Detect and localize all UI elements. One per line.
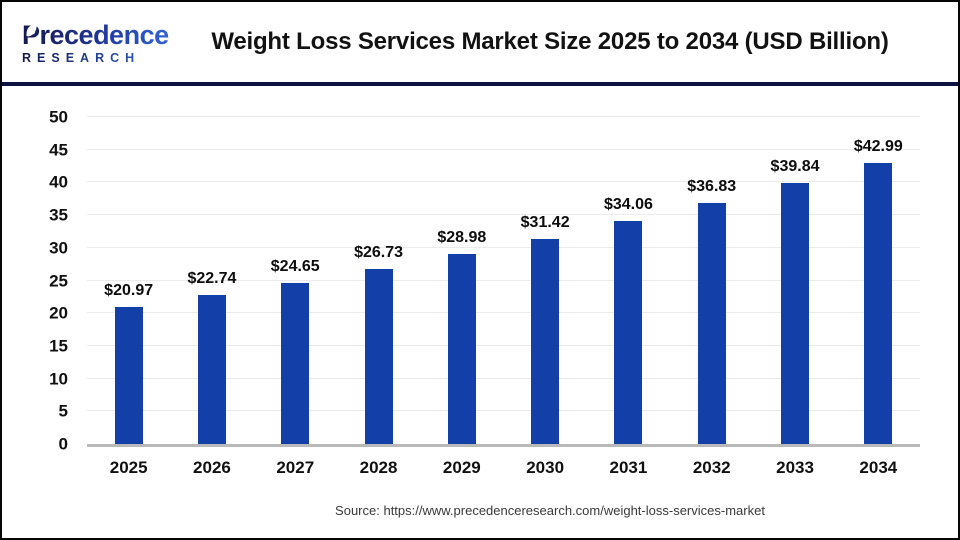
gridline: [87, 377, 920, 379]
bar-column: $26.73: [337, 117, 420, 444]
bar-column: $34.06: [587, 117, 670, 444]
bar-column: $36.83: [670, 117, 753, 444]
bar-value-label: $20.97: [104, 281, 154, 299]
header: Precedence RESEARCH Weight Loss Services…: [2, 2, 958, 82]
x-tick-label: 2029: [442, 458, 481, 477]
gridline: [87, 410, 920, 412]
bar: [864, 162, 893, 444]
bar-column: $24.65: [254, 117, 337, 444]
x-tick-label: 2025: [109, 458, 148, 477]
x-tick-label: 2032: [692, 458, 731, 477]
x-axis: 2025 2026 2027 2028 2029 2030 2031 2032 2033 2034: [87, 458, 920, 478]
bar-value-label: $42.99: [853, 137, 903, 155]
y-tick-label: 45: [49, 140, 68, 160]
gridline: [87, 181, 920, 183]
bar: [781, 183, 810, 444]
y-tick-label: 5: [58, 401, 68, 421]
bars: $20.97 $22.74 $24.65 $26.73 $28.98 $31.42 $34.…: [87, 117, 920, 444]
bar: [614, 221, 643, 444]
bar-value-label: $31.42: [520, 213, 570, 231]
bar-column: $28.98: [420, 117, 503, 444]
bar: [364, 269, 393, 444]
gridline: [87, 246, 920, 248]
y-tick-label: 20: [49, 303, 68, 323]
bar-value-label: $22.74: [187, 270, 237, 288]
plot-area: $20.97 $22.74 $24.65 $26.73 $28.98 $31.42 $34.…: [87, 116, 920, 447]
gridline: [87, 214, 920, 216]
bar: [197, 295, 226, 444]
bar: [281, 282, 310, 444]
bar-value-label: $36.83: [687, 178, 737, 196]
gridline: [87, 116, 920, 117]
bar-column: $20.97: [87, 117, 170, 444]
bar-value-label: $39.84: [770, 158, 820, 176]
y-tick-label: 35: [49, 205, 68, 225]
page-title: Weight Loss Services Market Size 2025 to…: [211, 28, 889, 55]
gridline: [87, 148, 920, 150]
x-tick-label: 2034: [859, 458, 898, 477]
bar-column: $22.74: [170, 117, 253, 444]
y-tick-label: 10: [49, 369, 68, 389]
y-tick-label: 25: [49, 271, 68, 290]
leaf-icon: [26, 25, 37, 37]
x-tick-label: 2028: [359, 458, 398, 477]
bar-column: $31.42: [503, 117, 586, 444]
bar-value-label: $34.06: [603, 196, 653, 214]
bar: [697, 203, 726, 444]
x-tick-label: 2027: [276, 458, 315, 477]
logo-subtitle: RESEARCH: [22, 51, 169, 66]
gridline: [87, 344, 920, 346]
y-tick-label: 40: [49, 172, 68, 192]
bar-value-label: $26.73: [354, 244, 403, 262]
x-tick-label: 2026: [193, 458, 231, 477]
bar-value-label: $24.65: [270, 257, 320, 275]
y-tick-label: 30: [49, 238, 68, 258]
logo-wordmark: Precedence: [22, 20, 169, 50]
x-tick-label: 2033: [776, 458, 814, 477]
header-divider: [2, 82, 958, 86]
y-tick-label: 15: [49, 336, 68, 356]
bar: [531, 238, 560, 444]
bar-column: $39.84: [753, 117, 836, 444]
bar: [447, 254, 476, 444]
gridline: [87, 279, 920, 281]
y-tick-label: 0: [58, 434, 68, 454]
x-tick-label: 2030: [526, 458, 565, 477]
bar-column: $42.99: [837, 117, 920, 444]
y-axis: 0 5 10 15 20 25 30 35 40 45 50: [30, 109, 76, 453]
x-axis-line: [87, 444, 920, 447]
bar-value-label: $28.98: [437, 229, 487, 247]
y-tick-label: 50: [49, 107, 68, 127]
x-tick-label: 2031: [609, 458, 648, 477]
bar: [114, 306, 143, 444]
gridline: [87, 312, 920, 314]
logo: Precedence RESEARCH: [22, 21, 169, 66]
source-text: Source: https://www.precedenceresearch.c…: [335, 503, 765, 518]
